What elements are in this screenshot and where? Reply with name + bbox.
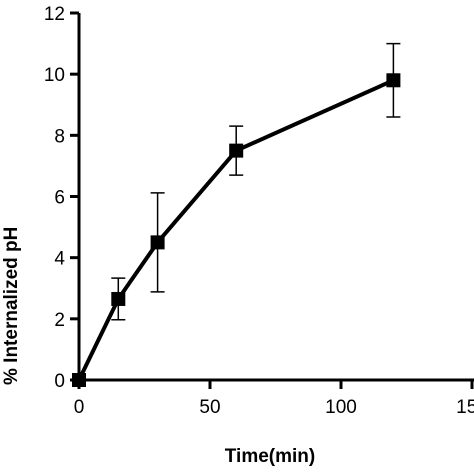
x-axis-label: Time(min) (225, 446, 315, 467)
x-tick-label: 0 (74, 397, 85, 418)
data-point (150, 235, 165, 250)
y-tick-label: 4 (54, 249, 65, 270)
y-axis-label: % Internalized pH (1, 227, 22, 385)
x-tick-label: 50 (199, 397, 220, 418)
data-point (72, 373, 86, 387)
data-line (77, 78, 395, 381)
y-tick-label: 12 (44, 4, 65, 25)
y-tick-label: 8 (54, 126, 65, 147)
data-point (229, 143, 244, 158)
data-point (386, 73, 401, 88)
x-tick-label: 150 (456, 397, 474, 418)
data-point (111, 291, 126, 306)
x-tick-label: 100 (325, 397, 357, 418)
y-tick-label: 10 (44, 65, 65, 86)
y-tick-label: 0 (54, 371, 65, 392)
y-tick-label: 6 (54, 188, 65, 209)
y-tick-label: 2 (54, 310, 65, 331)
